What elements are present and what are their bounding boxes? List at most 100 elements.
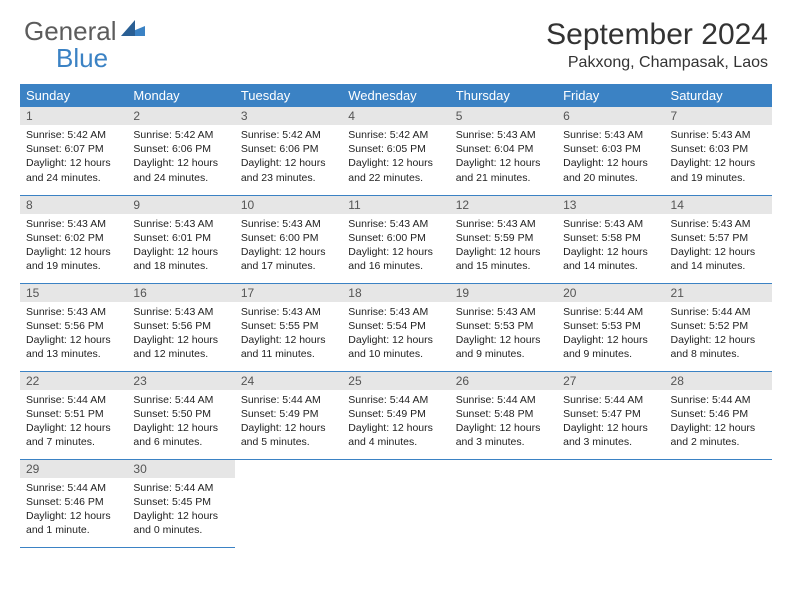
day-number: 3	[235, 107, 342, 125]
sunset-line: Sunset: 5:59 PM	[456, 231, 551, 245]
day-cell: 20Sunrise: 5:44 AMSunset: 5:53 PMDayligh…	[557, 283, 664, 371]
logo: General Blue	[24, 18, 147, 72]
day-details: Sunrise: 5:42 AMSunset: 6:06 PMDaylight:…	[127, 125, 234, 191]
sunrise-line: Sunrise: 5:43 AM	[133, 217, 228, 231]
sunset-line: Sunset: 5:46 PM	[26, 495, 121, 509]
sunset-line: Sunset: 5:53 PM	[563, 319, 658, 333]
day-details: Sunrise: 5:43 AMSunset: 6:02 PMDaylight:…	[20, 214, 127, 280]
day-cell: 15Sunrise: 5:43 AMSunset: 5:56 PMDayligh…	[20, 283, 127, 371]
day-number: 7	[665, 107, 772, 125]
sunset-line: Sunset: 5:53 PM	[456, 319, 551, 333]
day-details: Sunrise: 5:44 AMSunset: 5:45 PMDaylight:…	[127, 478, 234, 544]
calendar-week-row: 22Sunrise: 5:44 AMSunset: 5:51 PMDayligh…	[20, 371, 772, 459]
sunrise-line: Sunrise: 5:43 AM	[456, 128, 551, 142]
calendar-week-row: 29Sunrise: 5:44 AMSunset: 5:46 PMDayligh…	[20, 459, 772, 547]
sunset-line: Sunset: 5:54 PM	[348, 319, 443, 333]
sunset-line: Sunset: 6:05 PM	[348, 142, 443, 156]
sunrise-line: Sunrise: 5:44 AM	[456, 393, 551, 407]
daylight-line: Daylight: 12 hours and 22 minutes.	[348, 156, 443, 184]
sunrise-line: Sunrise: 5:44 AM	[348, 393, 443, 407]
day-number: 22	[20, 372, 127, 390]
day-number: 17	[235, 284, 342, 302]
logo-part1: General	[24, 16, 117, 46]
sunset-line: Sunset: 6:00 PM	[241, 231, 336, 245]
sunrise-line: Sunrise: 5:43 AM	[241, 217, 336, 231]
day-number: 12	[450, 196, 557, 214]
sunset-line: Sunset: 5:55 PM	[241, 319, 336, 333]
day-details: Sunrise: 5:44 AMSunset: 5:51 PMDaylight:…	[20, 390, 127, 456]
day-details: Sunrise: 5:43 AMSunset: 6:00 PMDaylight:…	[342, 214, 449, 280]
day-details: Sunrise: 5:43 AMSunset: 6:04 PMDaylight:…	[450, 125, 557, 191]
sunrise-line: Sunrise: 5:44 AM	[563, 393, 658, 407]
daylight-line: Daylight: 12 hours and 5 minutes.	[241, 421, 336, 449]
day-cell: 18Sunrise: 5:43 AMSunset: 5:54 PMDayligh…	[342, 283, 449, 371]
sunrise-line: Sunrise: 5:43 AM	[348, 217, 443, 231]
day-cell: 21Sunrise: 5:44 AMSunset: 5:52 PMDayligh…	[665, 283, 772, 371]
day-number: 8	[20, 196, 127, 214]
day-number: 18	[342, 284, 449, 302]
sunset-line: Sunset: 6:01 PM	[133, 231, 228, 245]
sunset-line: Sunset: 5:46 PM	[671, 407, 766, 421]
daylight-line: Daylight: 12 hours and 19 minutes.	[26, 245, 121, 273]
sunset-line: Sunset: 6:00 PM	[348, 231, 443, 245]
day-cell: 29Sunrise: 5:44 AMSunset: 5:46 PMDayligh…	[20, 459, 127, 547]
weekday-header: Wednesday	[342, 84, 449, 107]
day-cell: 17Sunrise: 5:43 AMSunset: 5:55 PMDayligh…	[235, 283, 342, 371]
empty-day-cell	[665, 459, 772, 547]
page-title: September 2024	[546, 18, 768, 52]
day-details: Sunrise: 5:44 AMSunset: 5:49 PMDaylight:…	[235, 390, 342, 456]
day-details: Sunrise: 5:44 AMSunset: 5:46 PMDaylight:…	[665, 390, 772, 456]
location-text: Pakxong, Champasak, Laos	[546, 54, 768, 72]
day-details: Sunrise: 5:44 AMSunset: 5:50 PMDaylight:…	[127, 390, 234, 456]
day-cell: 4Sunrise: 5:42 AMSunset: 6:05 PMDaylight…	[342, 107, 449, 195]
sunrise-line: Sunrise: 5:44 AM	[26, 481, 121, 495]
weekday-header: Thursday	[450, 84, 557, 107]
day-cell: 26Sunrise: 5:44 AMSunset: 5:48 PMDayligh…	[450, 371, 557, 459]
sunset-line: Sunset: 6:03 PM	[671, 142, 766, 156]
day-number: 5	[450, 107, 557, 125]
calendar-week-row: 8Sunrise: 5:43 AMSunset: 6:02 PMDaylight…	[20, 195, 772, 283]
day-cell: 10Sunrise: 5:43 AMSunset: 6:00 PMDayligh…	[235, 195, 342, 283]
daylight-line: Daylight: 12 hours and 4 minutes.	[348, 421, 443, 449]
weekday-header: Friday	[557, 84, 664, 107]
day-details: Sunrise: 5:42 AMSunset: 6:07 PMDaylight:…	[20, 125, 127, 191]
day-cell: 11Sunrise: 5:43 AMSunset: 6:00 PMDayligh…	[342, 195, 449, 283]
day-details: Sunrise: 5:44 AMSunset: 5:53 PMDaylight:…	[557, 302, 664, 368]
day-details: Sunrise: 5:42 AMSunset: 6:06 PMDaylight:…	[235, 125, 342, 191]
day-number: 19	[450, 284, 557, 302]
daylight-line: Daylight: 12 hours and 11 minutes.	[241, 333, 336, 361]
sunset-line: Sunset: 6:02 PM	[26, 231, 121, 245]
day-details: Sunrise: 5:43 AMSunset: 5:57 PMDaylight:…	[665, 214, 772, 280]
sunset-line: Sunset: 6:07 PM	[26, 142, 121, 156]
daylight-line: Daylight: 12 hours and 13 minutes.	[26, 333, 121, 361]
day-details: Sunrise: 5:43 AMSunset: 5:56 PMDaylight:…	[20, 302, 127, 368]
day-cell: 2Sunrise: 5:42 AMSunset: 6:06 PMDaylight…	[127, 107, 234, 195]
day-number: 21	[665, 284, 772, 302]
day-details: Sunrise: 5:44 AMSunset: 5:48 PMDaylight:…	[450, 390, 557, 456]
calendar-table: SundayMondayTuesdayWednesdayThursdayFrid…	[20, 84, 772, 548]
daylight-line: Daylight: 12 hours and 24 minutes.	[26, 156, 121, 184]
day-number: 20	[557, 284, 664, 302]
sunrise-line: Sunrise: 5:42 AM	[133, 128, 228, 142]
day-number: 16	[127, 284, 234, 302]
weekday-header: Sunday	[20, 84, 127, 107]
day-cell: 5Sunrise: 5:43 AMSunset: 6:04 PMDaylight…	[450, 107, 557, 195]
logo-text: General Blue	[24, 18, 147, 72]
day-number: 29	[20, 460, 127, 478]
day-number: 9	[127, 196, 234, 214]
sunset-line: Sunset: 5:58 PM	[563, 231, 658, 245]
sunset-line: Sunset: 5:47 PM	[563, 407, 658, 421]
sunrise-line: Sunrise: 5:43 AM	[671, 128, 766, 142]
weekday-header-row: SundayMondayTuesdayWednesdayThursdayFrid…	[20, 84, 772, 107]
sunrise-line: Sunrise: 5:44 AM	[133, 481, 228, 495]
day-number: 1	[20, 107, 127, 125]
sunrise-line: Sunrise: 5:43 AM	[671, 217, 766, 231]
day-number: 26	[450, 372, 557, 390]
sunrise-line: Sunrise: 5:43 AM	[563, 217, 658, 231]
sunrise-line: Sunrise: 5:43 AM	[348, 305, 443, 319]
day-details: Sunrise: 5:43 AMSunset: 5:53 PMDaylight:…	[450, 302, 557, 368]
sunrise-line: Sunrise: 5:43 AM	[563, 128, 658, 142]
daylight-line: Daylight: 12 hours and 23 minutes.	[241, 156, 336, 184]
day-cell: 16Sunrise: 5:43 AMSunset: 5:56 PMDayligh…	[127, 283, 234, 371]
sunrise-line: Sunrise: 5:43 AM	[133, 305, 228, 319]
